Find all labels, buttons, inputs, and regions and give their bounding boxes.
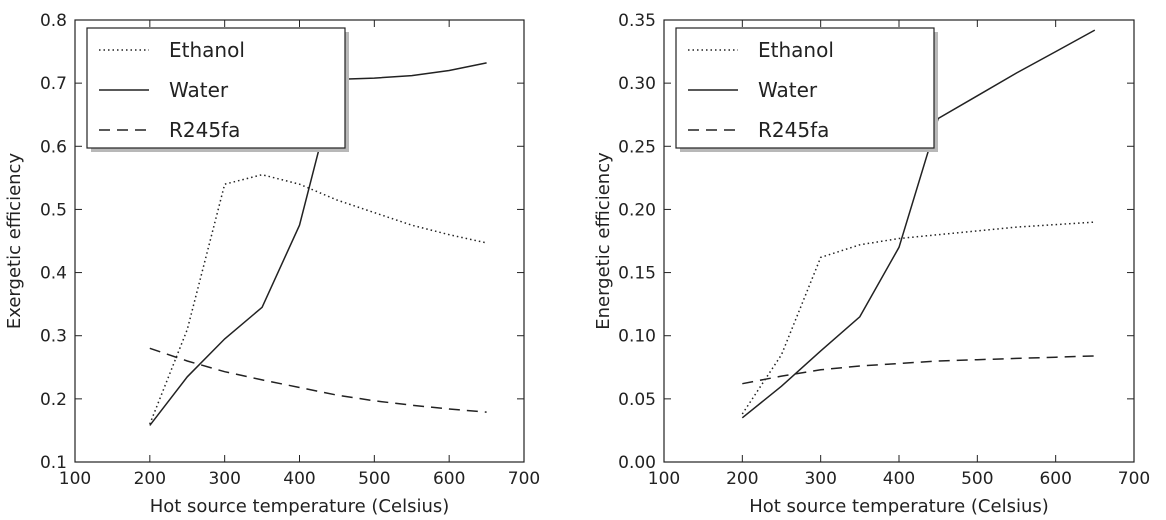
x-tick-label: 500: [961, 469, 993, 489]
series-ethanol-line: [149, 173, 487, 425]
series-r245fa-line: [149, 347, 487, 413]
y-tick-label: 0.10: [618, 327, 656, 347]
x-tick-label: 200: [726, 469, 758, 489]
y-tick-label: 0.25: [618, 137, 656, 157]
x-axis-label: Hot source temperature (Celsius): [150, 496, 450, 517]
x-tick-label: 100: [59, 469, 91, 489]
x-tick-label: 300: [804, 469, 836, 489]
series-r245fa-line: [742, 355, 1095, 385]
x-axis-label: Hot source temperature (Celsius): [749, 496, 1049, 517]
y-tick-label: 0.8: [40, 11, 67, 31]
legend: [86, 27, 346, 149]
y-tick-label: 0.3: [40, 327, 67, 347]
y-tick-label: 0.7: [40, 74, 67, 94]
y-tick-label: 0.15: [618, 264, 656, 284]
y-tick-label: 0.30: [618, 74, 656, 94]
y-tick-label: 0.5: [40, 200, 67, 220]
x-tick-label: 400: [283, 469, 315, 489]
legend-label-r245fa: R245fa: [758, 118, 829, 142]
y-tick-label: 0.2: [40, 390, 67, 410]
chart-1: 100 200 300 400 500 600 700 0.1 0.2 0.3 0.4 0.5 0.6 0…: [4, 11, 540, 517]
x-tick-label: 200: [134, 469, 166, 489]
x-tick-label: 700: [508, 469, 540, 489]
x-tick-label: 600: [1039, 469, 1071, 489]
y-tick-label: 0.35: [618, 11, 656, 31]
y-tick-label: 0.6: [40, 137, 67, 157]
x-tick-label: 400: [883, 469, 915, 489]
legend-label-ethanol: Ethanol: [169, 38, 245, 62]
legend-label-water: Water: [758, 78, 818, 102]
y-tick-label: 0.05: [618, 390, 656, 410]
y-tick-label: 0.1: [40, 453, 67, 473]
x-tick-label: 500: [358, 469, 390, 489]
x-tick-label: 100: [648, 469, 680, 489]
y-tick-label: 0.4: [40, 264, 67, 284]
x-tick-label: 600: [433, 469, 465, 489]
y-tick-label: 0.20: [618, 200, 656, 220]
y-tick-label: 0.00: [618, 453, 656, 473]
legend-label-ethanol: Ethanol: [758, 38, 834, 62]
x-tick-label: 700: [1118, 469, 1150, 489]
series-water-line: [149, 62, 487, 426]
y-axis-label: Exergetic efficiency: [4, 153, 25, 330]
legend-label-r245fa: R245fa: [169, 118, 240, 142]
y-axis-label: Energetic efficiency: [593, 152, 614, 330]
chart-2: 100 200 300 400 500 600 700 0.00 0.05 0.10 0.15 0.2…: [593, 11, 1150, 517]
series-water-line: [741, 29, 1096, 419]
legend-label-water: Water: [169, 78, 229, 102]
x-tick-label: 300: [208, 469, 240, 489]
series-ethanol-line: [741, 221, 1095, 415]
legend: [675, 27, 935, 149]
